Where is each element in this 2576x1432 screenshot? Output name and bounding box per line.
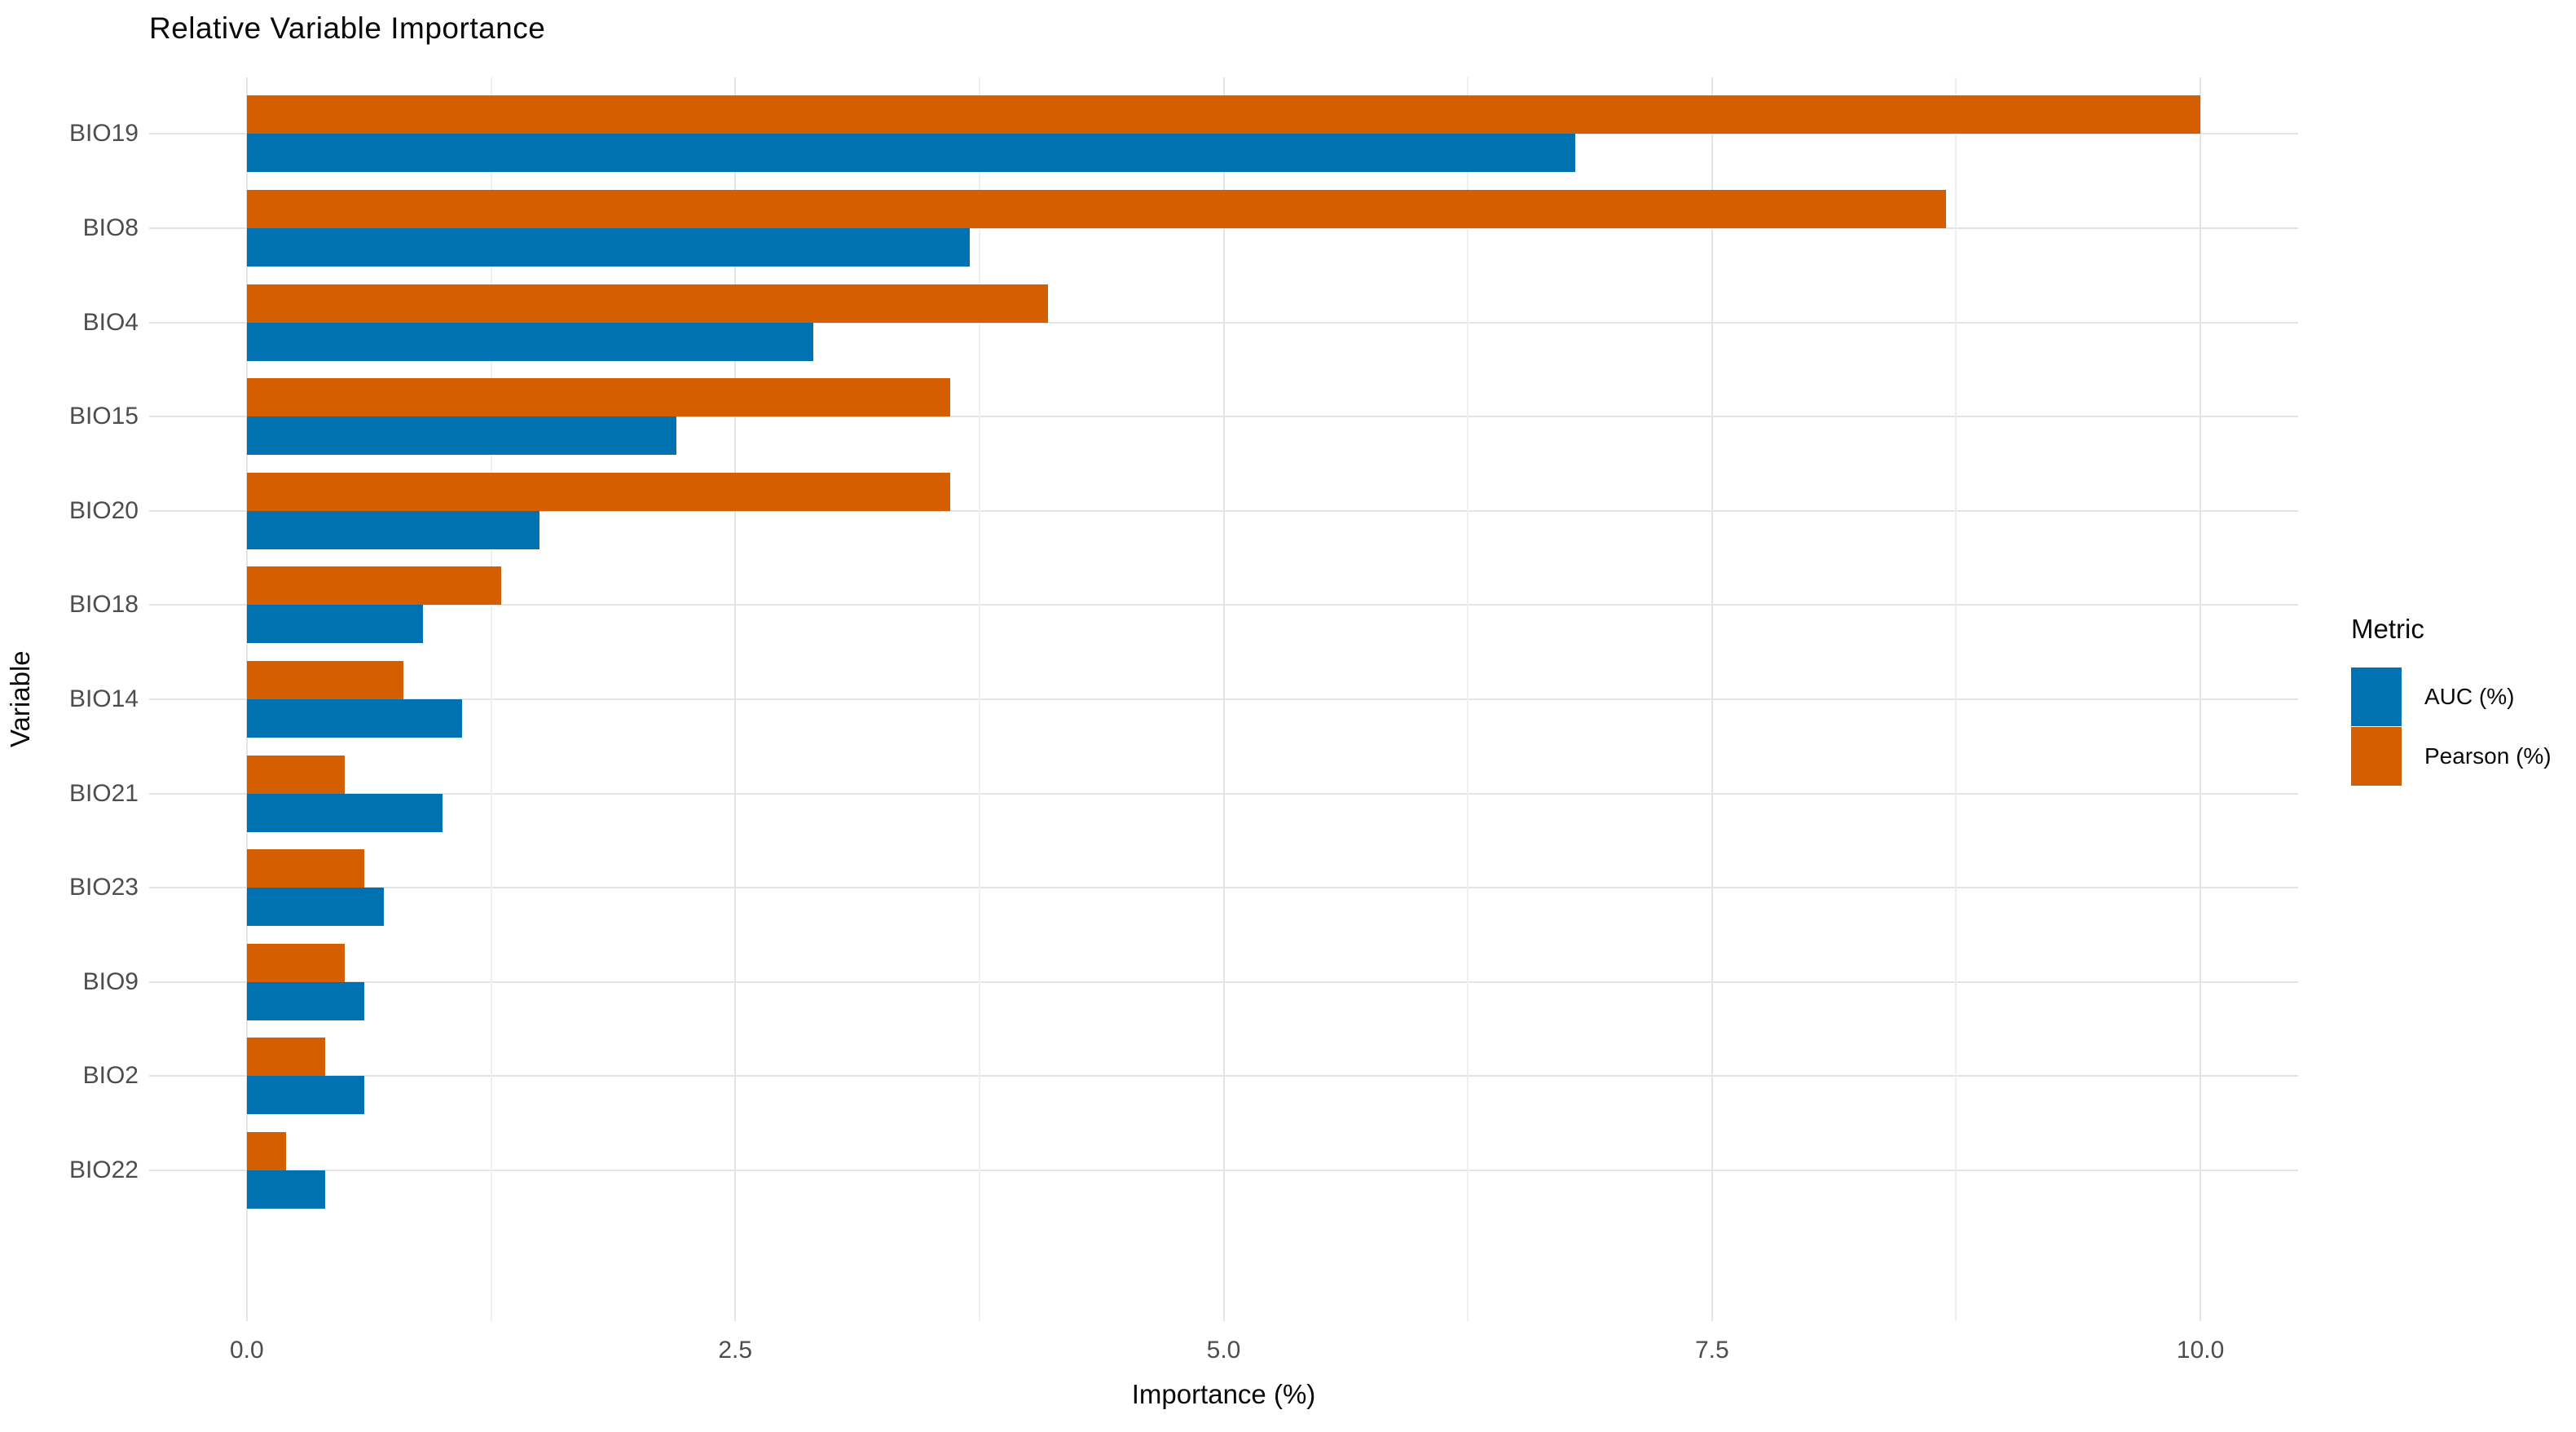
legend-item-label: AUC (%) xyxy=(2424,683,2515,709)
bar-pearson-bio9 xyxy=(246,943,345,982)
y-tick-label: BIO8 xyxy=(82,214,139,241)
bar-auc-bio2 xyxy=(246,1076,364,1115)
bar-auc-bio9 xyxy=(246,981,364,1020)
bar-pearson-bio22 xyxy=(246,1132,286,1171)
y-tick-label: BIO19 xyxy=(68,120,139,148)
bar-pearson-bio14 xyxy=(246,661,403,699)
bar-pearson-bio19 xyxy=(246,95,2201,134)
minor-gridline xyxy=(1955,77,1957,1321)
y-tick-label: BIO15 xyxy=(68,403,139,430)
x-tick-label: 2.5 xyxy=(718,1337,753,1364)
legend-title: Metric xyxy=(2351,614,2424,644)
x-tick-label: 7.5 xyxy=(1694,1337,1729,1364)
legend-item-label: Pearson (%) xyxy=(2424,742,2552,769)
bar-auc-bio20 xyxy=(246,510,540,549)
bar-pearson-bio15 xyxy=(246,378,950,417)
minor-gridline xyxy=(978,77,980,1321)
major-gridline xyxy=(1711,77,1713,1321)
y-tick-label: BIO20 xyxy=(68,496,139,524)
bar-auc-bio4 xyxy=(246,322,814,361)
bar-pearson-bio8 xyxy=(246,189,1947,228)
bar-pearson-bio2 xyxy=(246,1038,325,1077)
legend: Metric AUC (%) Pearson (%) xyxy=(2351,613,2552,786)
bar-auc-bio18 xyxy=(246,605,423,644)
bar-auc-bio23 xyxy=(246,888,384,927)
minor-gridline xyxy=(490,77,492,1321)
legend-key-swatch xyxy=(2351,726,2402,786)
chart-title: Relative Variable Importance xyxy=(149,11,546,45)
x-tick-label: 10.0 xyxy=(2176,1337,2225,1364)
y-tick-label: BIO4 xyxy=(82,308,139,336)
bar-auc-bio19 xyxy=(246,134,1575,173)
bar-pearson-bio20 xyxy=(246,472,950,511)
x-tick-label: 5.0 xyxy=(1206,1337,1241,1364)
y-tick-label: BIO21 xyxy=(68,779,139,807)
y-tick-label: BIO2 xyxy=(82,1062,139,1090)
bar-auc-bio21 xyxy=(246,793,443,832)
x-tick-label: 0.0 xyxy=(230,1337,264,1364)
bar-pearson-bio18 xyxy=(246,566,501,606)
y-tick-label: BIO14 xyxy=(68,685,139,712)
major-gridline xyxy=(2200,77,2202,1321)
bar-auc-bio22 xyxy=(246,1170,325,1209)
y-tick-label: BIO18 xyxy=(68,591,139,619)
x-axis-title: Importance (%) xyxy=(1131,1379,1316,1409)
bar-auc-bio14 xyxy=(246,699,462,738)
minor-gridline xyxy=(1467,77,1469,1321)
y-tick-label: BIO9 xyxy=(82,967,139,995)
plot-panel xyxy=(149,77,2298,1321)
y-tick-label: BIO22 xyxy=(68,1157,139,1184)
major-gridline xyxy=(1222,77,1225,1321)
bar-pearson-bio4 xyxy=(246,284,1048,323)
legend-items: AUC (%) Pearson (%) xyxy=(2351,667,2552,786)
bar-auc-bio8 xyxy=(246,227,970,267)
major-gridline xyxy=(734,77,737,1321)
bar-pearson-bio21 xyxy=(246,755,345,794)
y-tick-label: BIO23 xyxy=(68,874,139,901)
bar-auc-bio15 xyxy=(246,416,677,456)
legend-item-pearson: Pearson (%) xyxy=(2351,726,2552,786)
legend-item-auc: AUC (%) xyxy=(2351,667,2552,726)
legend-key-swatch xyxy=(2351,667,2402,726)
bar-pearson-bio23 xyxy=(246,849,364,888)
